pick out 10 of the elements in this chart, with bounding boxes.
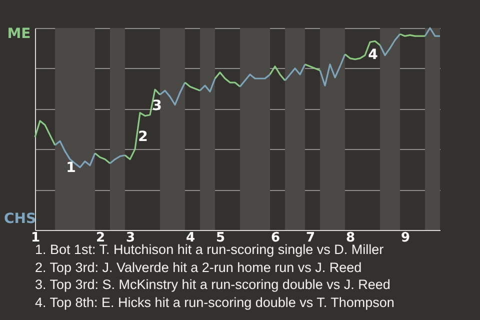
text: 4. Top 8th: E. Hicks hit a run-scoring double vs T. Thompson [35,294,394,311]
annotation: 3 [152,98,162,114]
text: ME [7,26,31,42]
annotation: 1 [66,160,76,176]
text: 2. Top 3rd: J. Valverde hit a 2-run home run vs J. Reed [35,258,363,276]
annotation: 4 [368,47,378,63]
annotation: 2 [138,129,148,145]
annotation: CHS [4,211,36,227]
text: 3. Top 3rd: S. McKinstry hit a run-scoring double vs J. Reed [35,276,392,294]
x-tick-label: 9 [400,230,410,246]
